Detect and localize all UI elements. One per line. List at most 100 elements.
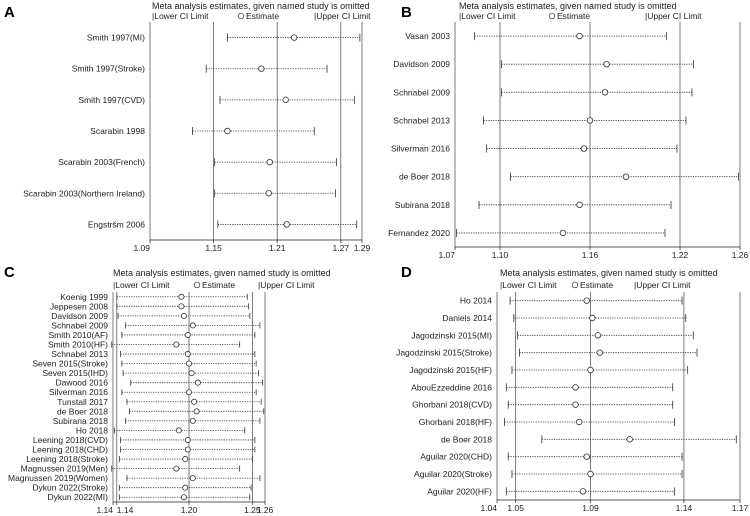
study-label-c: Seven 2015(Stroke) <box>32 359 108 369</box>
estimate-point-b <box>603 60 610 68</box>
estimate-point-a <box>265 190 272 197</box>
study-label-d: Aguilar 2020(CHD) <box>420 452 492 462</box>
study-label-d: Jagodzinski 2015(HF) <box>409 365 492 375</box>
x-tick-label-c: 1.26 <box>257 505 274 515</box>
legend-lower-c: |Lower CI Limit <box>113 280 170 290</box>
legend-upper-d: |Upper CI Limit <box>634 280 691 290</box>
study-label-c: Magnussen 2019(Men) <box>21 464 109 474</box>
estimate-point-c <box>173 465 180 472</box>
x-tick-label-b: 1.22 <box>672 250 689 260</box>
estimate-point-c <box>189 475 196 482</box>
estimate-point-d <box>572 384 579 391</box>
study-label-b: Schnabel 2009 <box>393 87 450 97</box>
legend-lower-label-b: Lower CI Limit <box>461 11 516 21</box>
x-tick-label-d: 1.05 <box>507 503 524 513</box>
estimate-point-c <box>185 360 192 367</box>
study-label-a: Smith 1997(CVD) <box>78 95 145 105</box>
study-label-c: Ho 2018 <box>76 425 108 435</box>
estimate-point-d <box>576 418 583 426</box>
estimate-point-a <box>224 127 231 135</box>
x-tick-label-b: 1.26 <box>732 250 749 260</box>
legend-estimate-marker-b <box>548 12 556 20</box>
estimate-point-c <box>182 484 189 491</box>
study-label-d: Jagodzinski 2015(MI) <box>411 330 492 340</box>
legend-estimate-d: Estimate <box>580 280 613 290</box>
study-label-c: Silverman 2016 <box>49 387 108 397</box>
estimate-point-c <box>194 379 201 386</box>
x-tick-label-c: 1.25 <box>244 505 261 515</box>
study-label-b: Subirana 2018 <box>395 200 451 210</box>
study-label-c: Leening 2018(Stroke) <box>26 454 108 464</box>
forest-plot-d: 1.04 1.05 1.09 1.14 1.17 Ho 2014 Daniels 2014 J… <box>396 292 749 513</box>
estimate-point-c <box>184 446 191 453</box>
estimate-point-c <box>184 436 191 443</box>
x-tick-label-c: 1.14 <box>117 505 134 515</box>
legend-estimate-a: Estimate <box>246 11 279 21</box>
legend-estimate-marker-a <box>237 12 245 20</box>
chart-title-b: Meta analysis estimates, given named stu… <box>459 1 677 11</box>
study-label-d: Jagodzinski 2015(Stroke) <box>396 348 492 358</box>
study-label-c: Subirana 2018 <box>53 416 109 426</box>
study-label-c: Dawood 2016 <box>56 378 109 388</box>
estimate-point-d <box>587 366 594 374</box>
panel-c: C Meta analysis estimates, given named s… <box>4 264 331 515</box>
estimate-point-c <box>184 351 191 358</box>
estimate-point-a <box>283 221 290 228</box>
study-label-d: Ho 2014 <box>460 296 492 306</box>
x-tick-label-d: 1.04 <box>480 503 497 513</box>
legend-lower-b: |Lower CI Limit <box>459 11 516 21</box>
study-label-c: Schnabel 2013 <box>51 349 108 359</box>
x-tick-label-a: 1.09 <box>133 243 150 253</box>
forest-plot-c: 1.14 1.14 1.20 1.251.26 Koenig 1999Jeppesen … <box>8 292 274 515</box>
legend-d: |Lower CI Limit Estimate |Upper CI Limit <box>500 280 691 290</box>
study-label-c: Seven 2015(IHD) <box>42 368 108 378</box>
estimate-point-c <box>184 331 191 338</box>
study-label-c: Tunstall 2017 <box>57 397 108 407</box>
study-label-c: Jeppesen 2008 <box>50 301 108 311</box>
x-tick-label-a: 1.21 <box>269 243 286 253</box>
panel-label-c: C <box>4 264 15 281</box>
study-label-a: Scarabin 2003(French) <box>58 157 145 167</box>
legend-b: |Lower CI Limit Estimate |Upper CI Limit <box>459 11 702 21</box>
study-label-d: Daniels 2014 <box>442 313 492 323</box>
study-label-c: de Boer 2018 <box>57 406 108 416</box>
legend-estimate-marker-d <box>571 281 579 289</box>
legend-estimate-marker-c <box>193 281 201 289</box>
study-label-c: Dykun 2022(Stroke) <box>32 483 108 493</box>
study-label-c: Leening 2018(CHD) <box>32 445 108 455</box>
x-tick-label-b: 1.16 <box>582 250 599 260</box>
study-label-d: de Boer 2018 <box>441 434 492 444</box>
x-tick-label-a: 1.27 <box>333 243 350 253</box>
study-label-b: de Boer 2018 <box>399 172 450 182</box>
legend-lower-d: |Lower CI Limit <box>500 280 557 290</box>
study-label-c: Dykun 2022(MI) <box>48 492 109 502</box>
x-tick-label-b: 1.07 <box>438 250 455 260</box>
panel-label-b: B <box>401 4 412 21</box>
legend-upper-label-b: Upper CI Limit <box>647 11 702 21</box>
legend-lower-label-a: Lower CI Limit <box>154 11 209 21</box>
legend-lower-a: |Lower CI Limit <box>152 11 209 21</box>
panel-label-d: D <box>401 264 412 281</box>
legend-a: |Lower CI Limit Estimate |Upper CI Limit <box>152 11 371 21</box>
x-tick-label-d: 1.09 <box>582 503 599 513</box>
estimate-point-c <box>178 303 185 310</box>
estimate-point-a <box>266 158 273 166</box>
estimate-point-d <box>572 401 579 408</box>
legend-upper-label-a: Upper CI Limit <box>316 11 371 21</box>
legend-estimate-b: Estimate <box>557 11 590 21</box>
estimate-point-b <box>576 32 583 40</box>
legend-c: |Lower CI Limit Estimate |Upper CI Limit <box>113 280 315 290</box>
x-tick-label-c: 1.20 <box>181 505 198 515</box>
estimate-point-b <box>622 173 630 180</box>
estimate-point-d <box>596 349 604 356</box>
estimate-point-c <box>193 408 200 415</box>
study-label-a: Smith 1997(MI) <box>87 33 145 43</box>
study-label-c: Smith 2010(AF) <box>48 330 108 340</box>
x-tick-label-a: 1.29 <box>354 243 371 253</box>
study-label-b: Silverman 2016 <box>391 144 450 154</box>
estimate-point-c <box>175 427 182 434</box>
study-label-b: Schnabel 2013 <box>393 115 450 125</box>
legend-upper-label-c: Upper CI Limit <box>260 280 315 290</box>
legend-upper-label-d: Upper CI Limit <box>636 280 691 290</box>
